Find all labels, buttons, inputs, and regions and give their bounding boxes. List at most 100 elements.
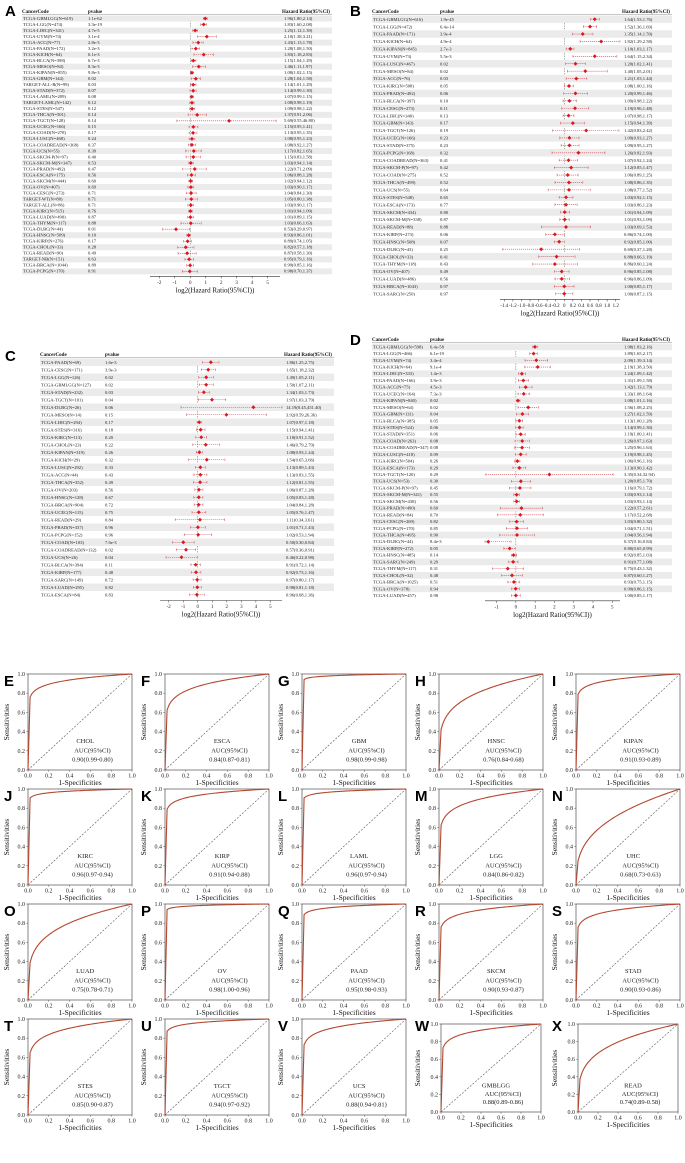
roc-curve xyxy=(577,1023,679,1113)
y-tick-label: 0.4 xyxy=(18,1075,26,1081)
plot-frame xyxy=(164,788,270,886)
x-axis-title: log2(Hazard Ratio(95%CI)) xyxy=(182,611,261,619)
x-tick-label: 0.8 xyxy=(107,774,115,780)
hazard-ratio-label: 1.14(0.99,1.30) xyxy=(284,88,313,94)
pvalue-label: 0.56 xyxy=(105,487,114,492)
y-tick-label: 0.2 xyxy=(566,979,574,985)
x-axis-title: log2(Hazard Ratio(95%CI)) xyxy=(513,611,592,619)
cancer-code-label: TCGA-GBMLGG(N=619) xyxy=(23,16,73,21)
y-tick-label: 0.2 xyxy=(429,979,437,985)
pvalue-label: 1.4e-3 xyxy=(430,371,442,376)
pvalue-label: 0.02 xyxy=(105,382,114,387)
cancer-code-label: TCGA-DLBC(N=43) xyxy=(373,247,413,252)
auc-value-label: 0.98(1.00-0.96) xyxy=(209,986,250,993)
cancer-code-label: TCGA-KIRP(N=273) xyxy=(373,232,414,237)
y-tick-label: 1.0 xyxy=(566,672,574,678)
header-cancercode: CancerCode xyxy=(372,338,399,343)
cancer-name-label: KIRC xyxy=(77,853,93,860)
y-tick-label: 0.0 xyxy=(568,1110,576,1116)
y-tick-label: 0.6 xyxy=(568,1057,576,1063)
x-tick-label: 0.6 xyxy=(634,1116,642,1122)
cancer-code-label: TCGA-UCEC(N=115) xyxy=(41,510,83,515)
y-axis-title: Sensitivities xyxy=(413,819,422,856)
y-tick-label: 0.6 xyxy=(18,1055,26,1061)
hazard-point xyxy=(515,459,520,464)
x-tick-label: 0.2 xyxy=(593,1004,601,1010)
pvalue-label: 5.5e-3 xyxy=(440,54,452,59)
cancer-code-label: TCGA-UVM(N=74) xyxy=(23,34,62,39)
x-tick-label: 1.0 xyxy=(676,774,684,780)
hazard-point xyxy=(569,165,574,170)
pvalue-label: 0.49 xyxy=(440,269,449,274)
cancer-code-label: TCGA-MESO(N=64) xyxy=(373,405,414,410)
panel-label-l: L xyxy=(278,788,287,805)
cancer-code-label: TCGA-STES(N=524) xyxy=(373,425,414,430)
x-tick-label: 0.2 xyxy=(319,1119,327,1125)
x-tick-label: 0 xyxy=(515,605,518,610)
row-band xyxy=(372,223,672,231)
pvalue-label: 0.03 xyxy=(440,76,449,81)
panel-label-p: P xyxy=(141,903,151,920)
x-tick-label: 0.4 xyxy=(614,889,622,895)
hazard-point xyxy=(196,487,201,492)
panel-label-s: S xyxy=(552,903,562,920)
cancer-code-label: TCGA-KIRC(N=515) xyxy=(23,208,64,213)
cancer-name-label: LUAD xyxy=(76,968,94,975)
cancer-name-label: GMBLGG xyxy=(482,1082,510,1089)
roc-panel-l: L 0.00.0 0.2 0.2 0.4 0.4 0.6 0.6 0.8 0.8 1.0 1.0 1-S… xyxy=(276,787,410,902)
cancer-code-label: TCGA-CHOL(N=32) xyxy=(373,573,414,578)
cancer-code-label: TCGA-LIHC(N=294) xyxy=(41,420,82,425)
row-band xyxy=(372,491,672,499)
x-tick-label: -1 xyxy=(173,281,178,286)
auc-header-label: AUC(95%CI) xyxy=(211,863,247,870)
x-tick-label: 5 xyxy=(266,281,269,286)
hazard-point xyxy=(511,553,516,558)
cancer-code-label: TCGA-OV(N=203) xyxy=(41,487,78,492)
auc-header-label: AUC(95%CI) xyxy=(485,748,521,755)
pvalue-label: 0.75 xyxy=(105,510,114,515)
hazard-point xyxy=(191,130,196,135)
x-tick-label: 1.0 xyxy=(402,889,410,895)
plot-frame xyxy=(301,903,407,1001)
pvalue-label: 9.8e-3 xyxy=(88,70,100,75)
pvalue-label: 0.25 xyxy=(440,247,449,252)
x-tick-label: 0.0 xyxy=(572,774,580,780)
chance-diagonal xyxy=(301,673,407,771)
pvalue-label: 0.97 xyxy=(440,284,449,289)
cancer-code-label: TCGA-SKCM(N=444) xyxy=(23,178,66,183)
hazard-ratio-label: 1.01(0.94,1.09) xyxy=(624,210,653,216)
roc-curve xyxy=(301,673,407,771)
cancer-code-label: TCGA-LGG(N=472) xyxy=(373,24,413,29)
y-axis-title: Sensitivities xyxy=(550,934,559,971)
pvalue-label: 0.07 xyxy=(88,88,97,93)
y-tick-label: 0.2 xyxy=(566,864,574,870)
hazard-ratio-label: 1.00(0.87,1.15) xyxy=(624,291,653,297)
hazard-ratio-label: 0.96(0.68,1.36) xyxy=(286,592,315,598)
cancer-code-label: TCGA-DLBC(N=44) xyxy=(373,539,413,544)
auc-header-label: AUC(95%CI) xyxy=(348,1093,384,1100)
row-band xyxy=(22,111,332,118)
row-band xyxy=(22,51,332,58)
panel-label-w: W xyxy=(415,1018,430,1035)
plot-frame xyxy=(438,903,544,1001)
hazard-point xyxy=(520,445,525,450)
hazard-point xyxy=(573,106,577,111)
roc-panel-o: O 0.00.0 0.2 0.2 0.4 0.4 0.6 0.6 0.8 0.8 1.0 1.0 1-S… xyxy=(2,902,136,1017)
hazard-point xyxy=(206,367,211,372)
hazard-ratio-label: 1.35(1.14,1.59) xyxy=(624,32,653,38)
hazard-ratio-label: 0.95(0.79,1.16) xyxy=(284,257,313,263)
x-tick-label: 1 xyxy=(211,605,214,610)
y-tick-label: 0.4 xyxy=(292,960,300,966)
row-band xyxy=(40,433,334,441)
cancer-name-label: KIPAN xyxy=(624,738,644,745)
x-tick-label: 0.2 xyxy=(45,889,53,895)
y-tick-label: 0.0 xyxy=(155,1113,163,1119)
y-tick-label: 0.4 xyxy=(566,845,574,851)
y-tick-label: 0.4 xyxy=(292,1075,300,1081)
hazard-point xyxy=(191,154,196,159)
y-tick-label: 1.0 xyxy=(568,1022,576,1028)
hazard-point xyxy=(183,547,188,552)
cancer-code-label: TCGA-KIRP(N=177) xyxy=(41,570,82,575)
x-tick-label: 0.0 xyxy=(298,1119,306,1125)
hazard-point xyxy=(189,173,194,178)
